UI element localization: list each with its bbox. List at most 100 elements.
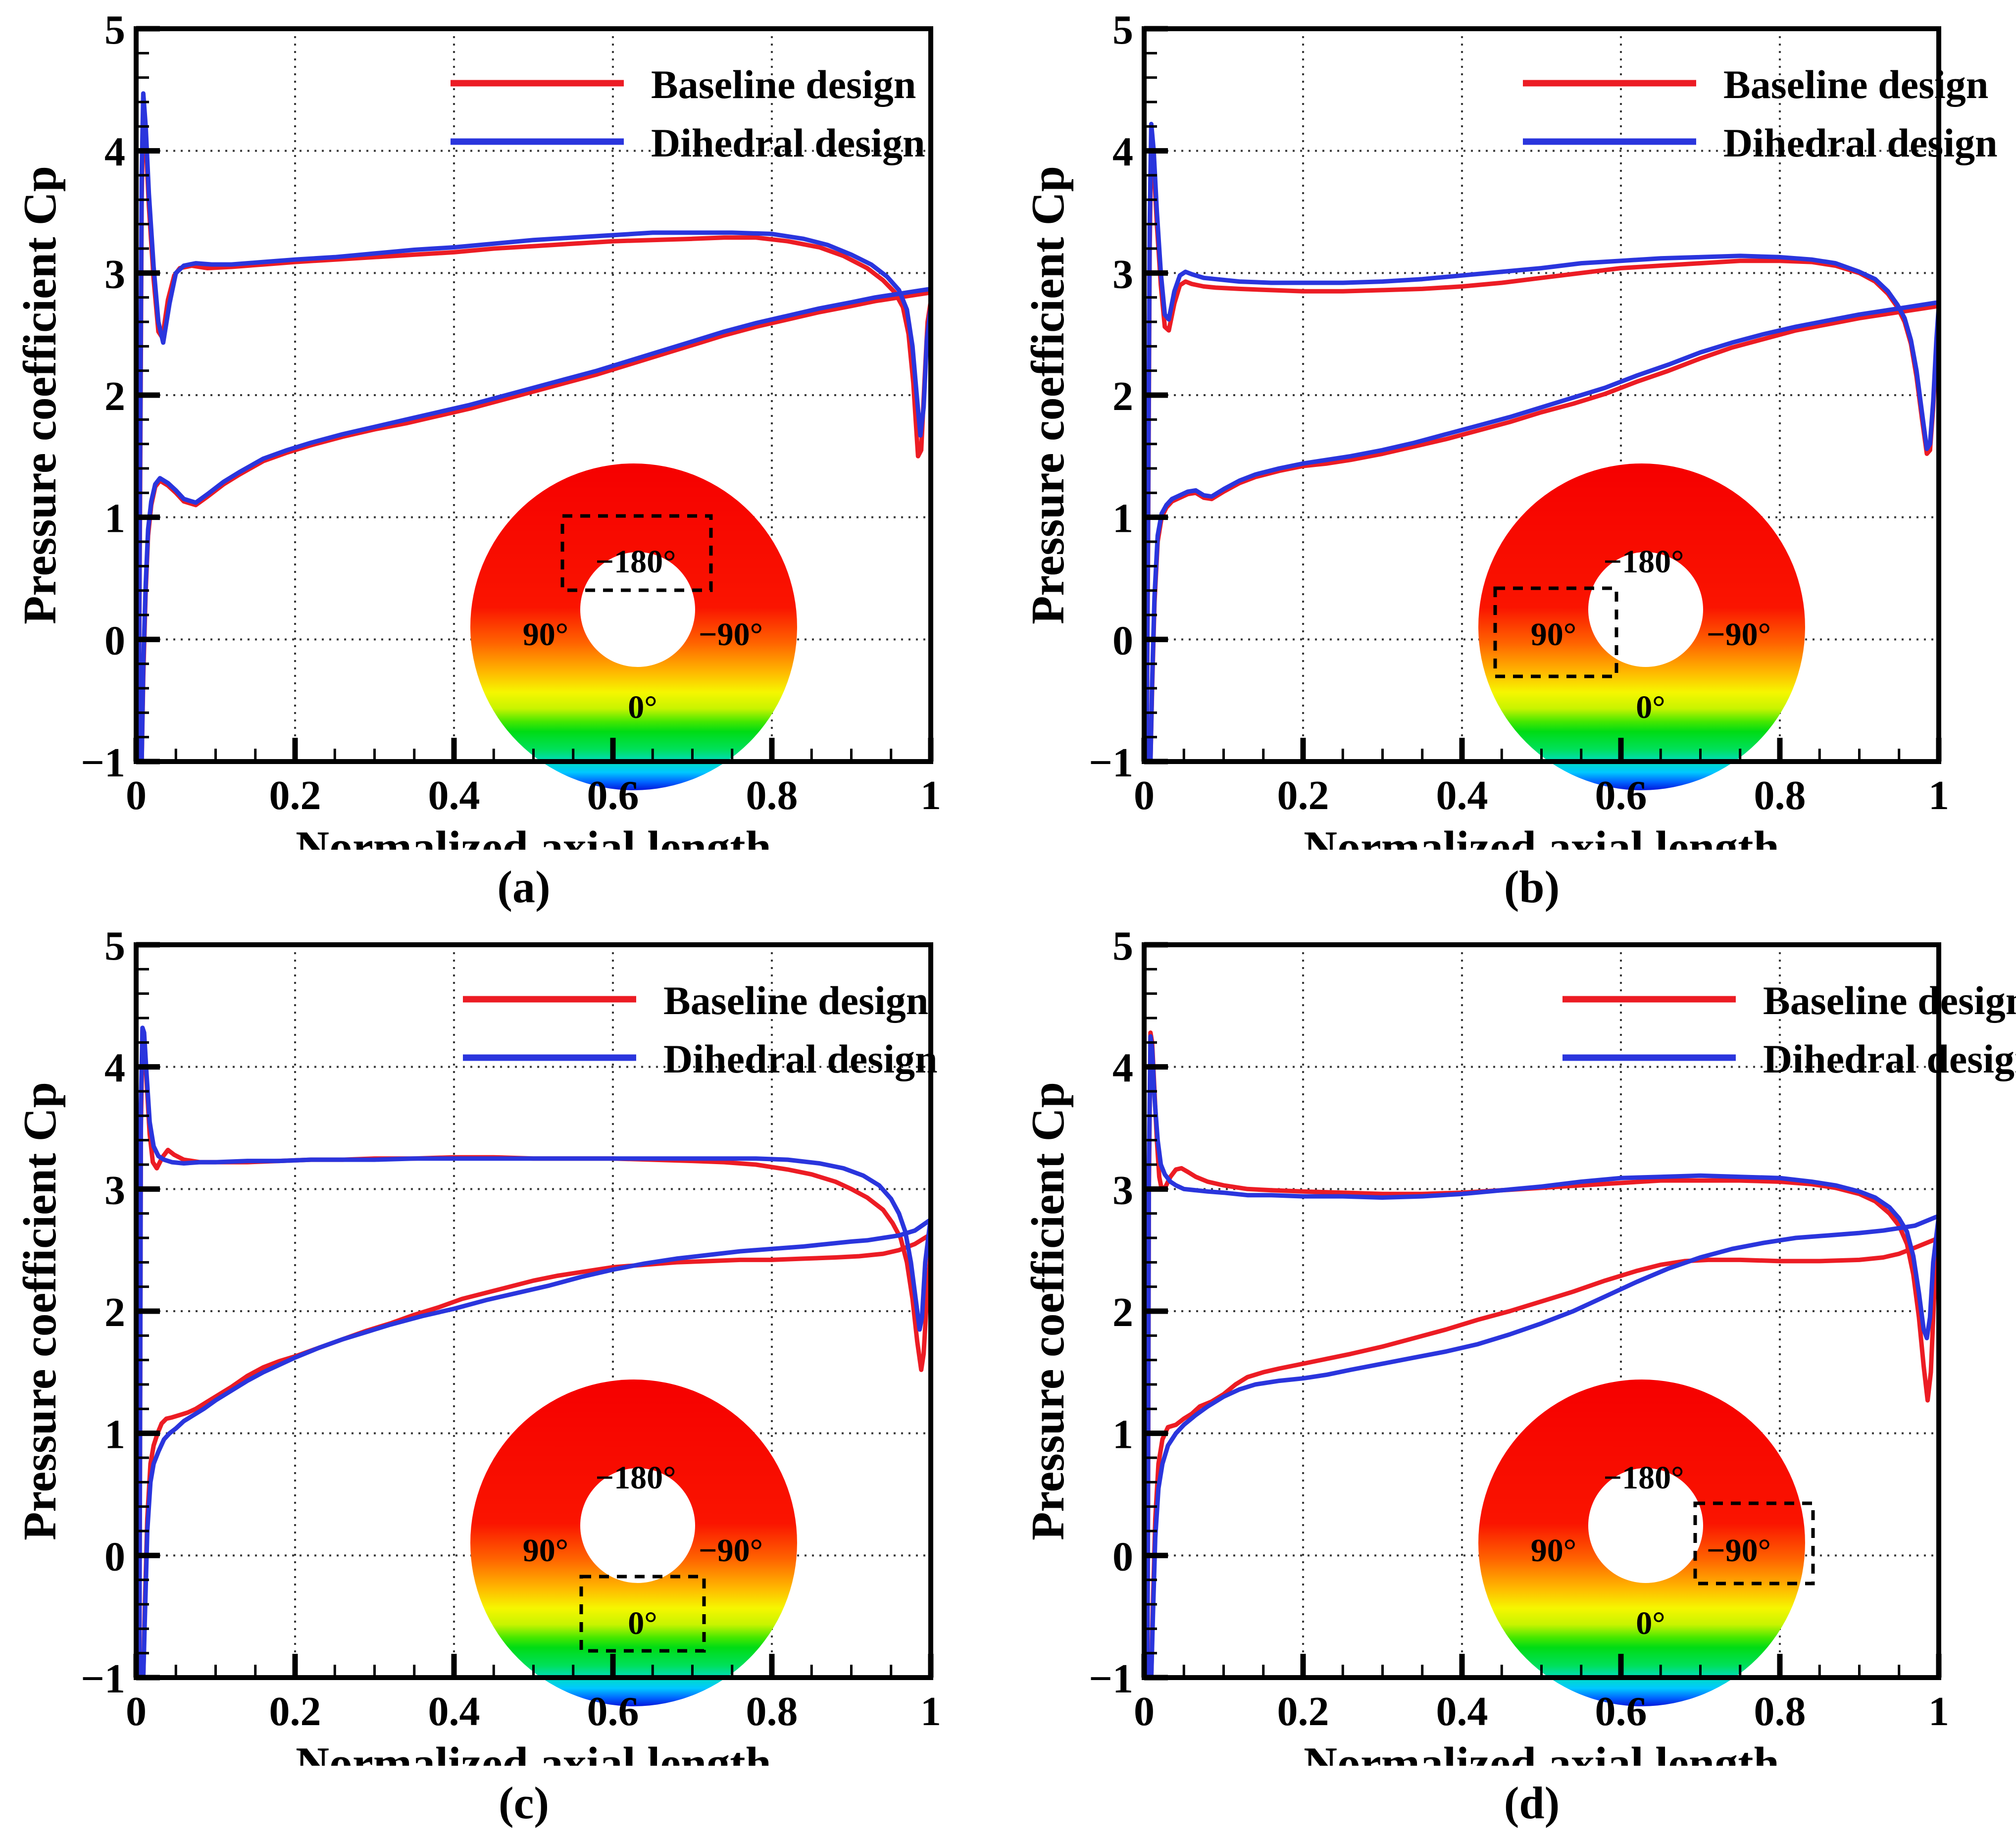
y-tick-label: 4 bbox=[1112, 129, 1133, 175]
inset-angle-label-bottom: 0° bbox=[628, 1605, 657, 1641]
y-axis-label: Pressure coefficient Cp bbox=[20, 166, 66, 624]
inset-angle-label-top: −180° bbox=[595, 544, 676, 580]
x-tick-label: 0.4 bbox=[428, 772, 480, 818]
y-axis-label: Pressure coefficient Cp bbox=[1028, 166, 1074, 624]
inset-angle-label-right: −90° bbox=[699, 616, 763, 653]
legend-label-dihedral: Dihedral design bbox=[1723, 120, 1998, 165]
inset-annulus-colormap: −180° 90° −90° 0° bbox=[1478, 1380, 1815, 1706]
x-tick-label: 0.4 bbox=[1436, 1688, 1488, 1735]
y-tick-label: 1 bbox=[104, 1412, 125, 1458]
panel-c-caption: (c) bbox=[498, 1778, 550, 1828]
y-tick-label: 5 bbox=[1112, 924, 1133, 969]
x-tick-label: 1 bbox=[1928, 1688, 1949, 1735]
y-tick-label: 3 bbox=[104, 251, 125, 297]
y-tick-label: 3 bbox=[1112, 251, 1133, 297]
inset-angle-label-bottom: 0° bbox=[628, 689, 657, 725]
annulus-hole bbox=[1588, 552, 1703, 667]
y-tick-label: 1 bbox=[1112, 1412, 1133, 1458]
y-tick-label: 2 bbox=[104, 1289, 125, 1335]
inset-angle-label-left: 90° bbox=[1531, 1533, 1576, 1569]
annulus-hole bbox=[1588, 1468, 1703, 1583]
legend-label-dihedral: Dihedral design bbox=[663, 1036, 938, 1081]
inset-angle-label-bottom: 0° bbox=[1636, 1605, 1665, 1641]
x-axis-label: Normalized axial length bbox=[296, 822, 771, 850]
y-tick-label: 4 bbox=[104, 129, 125, 175]
panel-d-caption: (d) bbox=[1504, 1778, 1560, 1828]
legend-label-dihedral: Dihedral design bbox=[651, 120, 925, 165]
y-tick-label: 4 bbox=[104, 1045, 125, 1091]
curve-dihedral-design-upper bbox=[1144, 121, 1939, 762]
y-tick-label: 5 bbox=[104, 8, 125, 53]
legend: Baseline design Dihedral design bbox=[1562, 978, 2016, 1081]
curves bbox=[1144, 121, 1939, 762]
inset-angle-label-top: −180° bbox=[595, 1460, 676, 1496]
legend-label-baseline: Baseline design bbox=[651, 62, 916, 107]
panel-a: −180° 90° −90° 0° −1 0 1 2 3 4 5 0 0.2 0.4 0.6 0.8 1 Pres… bbox=[20, 8, 1028, 924]
x-tick-label: 0 bbox=[1134, 1688, 1155, 1735]
y-tick-label: 3 bbox=[1112, 1167, 1133, 1213]
inset-angle-label-left: 90° bbox=[523, 1533, 568, 1569]
x-tick-label: 0.8 bbox=[1754, 1688, 1806, 1735]
x-axis-label: Normalized axial length bbox=[1304, 822, 1779, 850]
x-tick-label: 1 bbox=[1928, 772, 1949, 818]
curves bbox=[136, 91, 931, 762]
inset-angle-label-right: −90° bbox=[1707, 616, 1771, 653]
y-tick-label: −1 bbox=[1089, 740, 1133, 786]
y-tick-label: 1 bbox=[1112, 496, 1133, 542]
annulus-hole bbox=[580, 1468, 695, 1583]
x-axis-label: Normalized axial length bbox=[1304, 1738, 1779, 1766]
inset-highlight-box bbox=[560, 514, 713, 592]
inset-angle-label-top: −180° bbox=[1603, 1460, 1684, 1496]
panel-c: −180° 90° −90° 0° −1 0 1 2 3 4 5 0 0.2 0.4 0.6 0.8 1 Pres… bbox=[20, 924, 1028, 1840]
inset-angle-label-right: −90° bbox=[699, 1533, 763, 1569]
x-tick-label: 0.4 bbox=[1436, 772, 1488, 818]
inset-angle-label-top: −180° bbox=[1603, 544, 1684, 580]
y-tick-label: −1 bbox=[1089, 1656, 1133, 1702]
y-tick-label: 0 bbox=[104, 1533, 125, 1580]
y-tick-label: −1 bbox=[81, 740, 125, 786]
x-tick-label: 1 bbox=[920, 1688, 941, 1735]
legend: Baseline design Dihedral design bbox=[463, 978, 938, 1081]
legend: Baseline design Dihedral design bbox=[451, 62, 925, 165]
curve-dihedral-design-lower bbox=[1149, 1214, 1939, 1678]
panel-d: −180° 90° −90° 0° −1 0 1 2 3 4 5 0 0.2 0.4 0.6 0.8 1 Pres… bbox=[1028, 924, 2016, 1840]
legend-label-baseline: Baseline design bbox=[1763, 978, 2016, 1023]
inset-highlight-box bbox=[1693, 1501, 1815, 1585]
curve-dihedral-design-lower bbox=[139, 286, 931, 762]
x-tick-label: 0.4 bbox=[428, 1688, 480, 1735]
x-tick-label: 0 bbox=[126, 772, 147, 818]
y-axis-label: Pressure coefficient Cp bbox=[1028, 1082, 1074, 1540]
annulus-hole bbox=[580, 552, 695, 667]
axis-ticks bbox=[1141, 26, 1942, 765]
inset-annulus-colormap: −180° 90° −90° 0° bbox=[1478, 463, 1805, 790]
x-tick-label: 0.2 bbox=[1277, 772, 1329, 818]
inset-annulus-colormap: −180° 90° −90° 0° bbox=[470, 463, 797, 790]
y-tick-label: 0 bbox=[1112, 617, 1133, 664]
legend-label-baseline: Baseline design bbox=[663, 978, 928, 1023]
x-tick-label: 0.6 bbox=[1595, 772, 1647, 818]
curve-baseline-design-lower bbox=[1149, 1235, 1939, 1678]
y-tick-label: 0 bbox=[1112, 1533, 1133, 1580]
curve-dihedral-design-lower bbox=[141, 1217, 931, 1678]
x-tick-label: 0.6 bbox=[1595, 1688, 1647, 1735]
inset-annulus-colormap: −180° 90° −90° 0° bbox=[470, 1380, 797, 1706]
legend-label-baseline: Baseline design bbox=[1723, 62, 1988, 107]
y-tick-label: 2 bbox=[1112, 373, 1133, 419]
x-tick-label: 0.6 bbox=[587, 1688, 639, 1735]
axis-ticks bbox=[1141, 942, 1942, 1681]
x-tick-label: 0.8 bbox=[746, 1688, 798, 1735]
panel-b-caption: (b) bbox=[1504, 862, 1560, 912]
axis-ticks bbox=[133, 26, 934, 765]
y-axis-label: Pressure coefficient Cp bbox=[20, 1082, 66, 1540]
inset-highlight-box bbox=[1493, 586, 1618, 678]
inset-angle-label-right: −90° bbox=[1707, 1533, 1771, 1569]
inset-angle-label-left: 90° bbox=[523, 616, 568, 653]
curves bbox=[1145, 1030, 1939, 1678]
y-tick-label: 5 bbox=[1112, 8, 1133, 53]
